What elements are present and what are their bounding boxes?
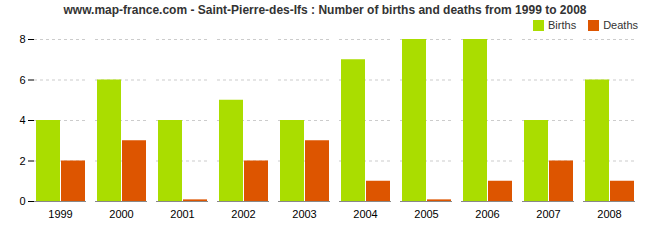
svg-text:2004: 2004 (353, 208, 377, 220)
html-text:Births: Births (548, 19, 577, 31)
svg-text:4: 4 (19, 114, 25, 126)
html-text:Deaths: Deaths (603, 19, 638, 31)
html-text:www.map-france.com - Saint-Pie: www.map-france.com - Saint-Pierre-des-If… (63, 3, 587, 17)
svg-text:2005: 2005 (414, 208, 438, 220)
svg-text:2002: 2002 (231, 208, 255, 220)
svg-text:2001: 2001 (170, 208, 194, 220)
svg-text:2003: 2003 (292, 208, 316, 220)
svg-text:6: 6 (19, 74, 25, 86)
svg-text:2000: 2000 (109, 208, 133, 220)
svg-text:2: 2 (19, 155, 25, 167)
svg-text:8: 8 (19, 33, 25, 45)
svg-text:1999: 1999 (48, 208, 72, 220)
svg-text:2008: 2008 (597, 208, 621, 220)
svg-text:2007: 2007 (536, 208, 560, 220)
svg-text:2006: 2006 (475, 208, 499, 220)
svg-text:0: 0 (19, 195, 25, 207)
